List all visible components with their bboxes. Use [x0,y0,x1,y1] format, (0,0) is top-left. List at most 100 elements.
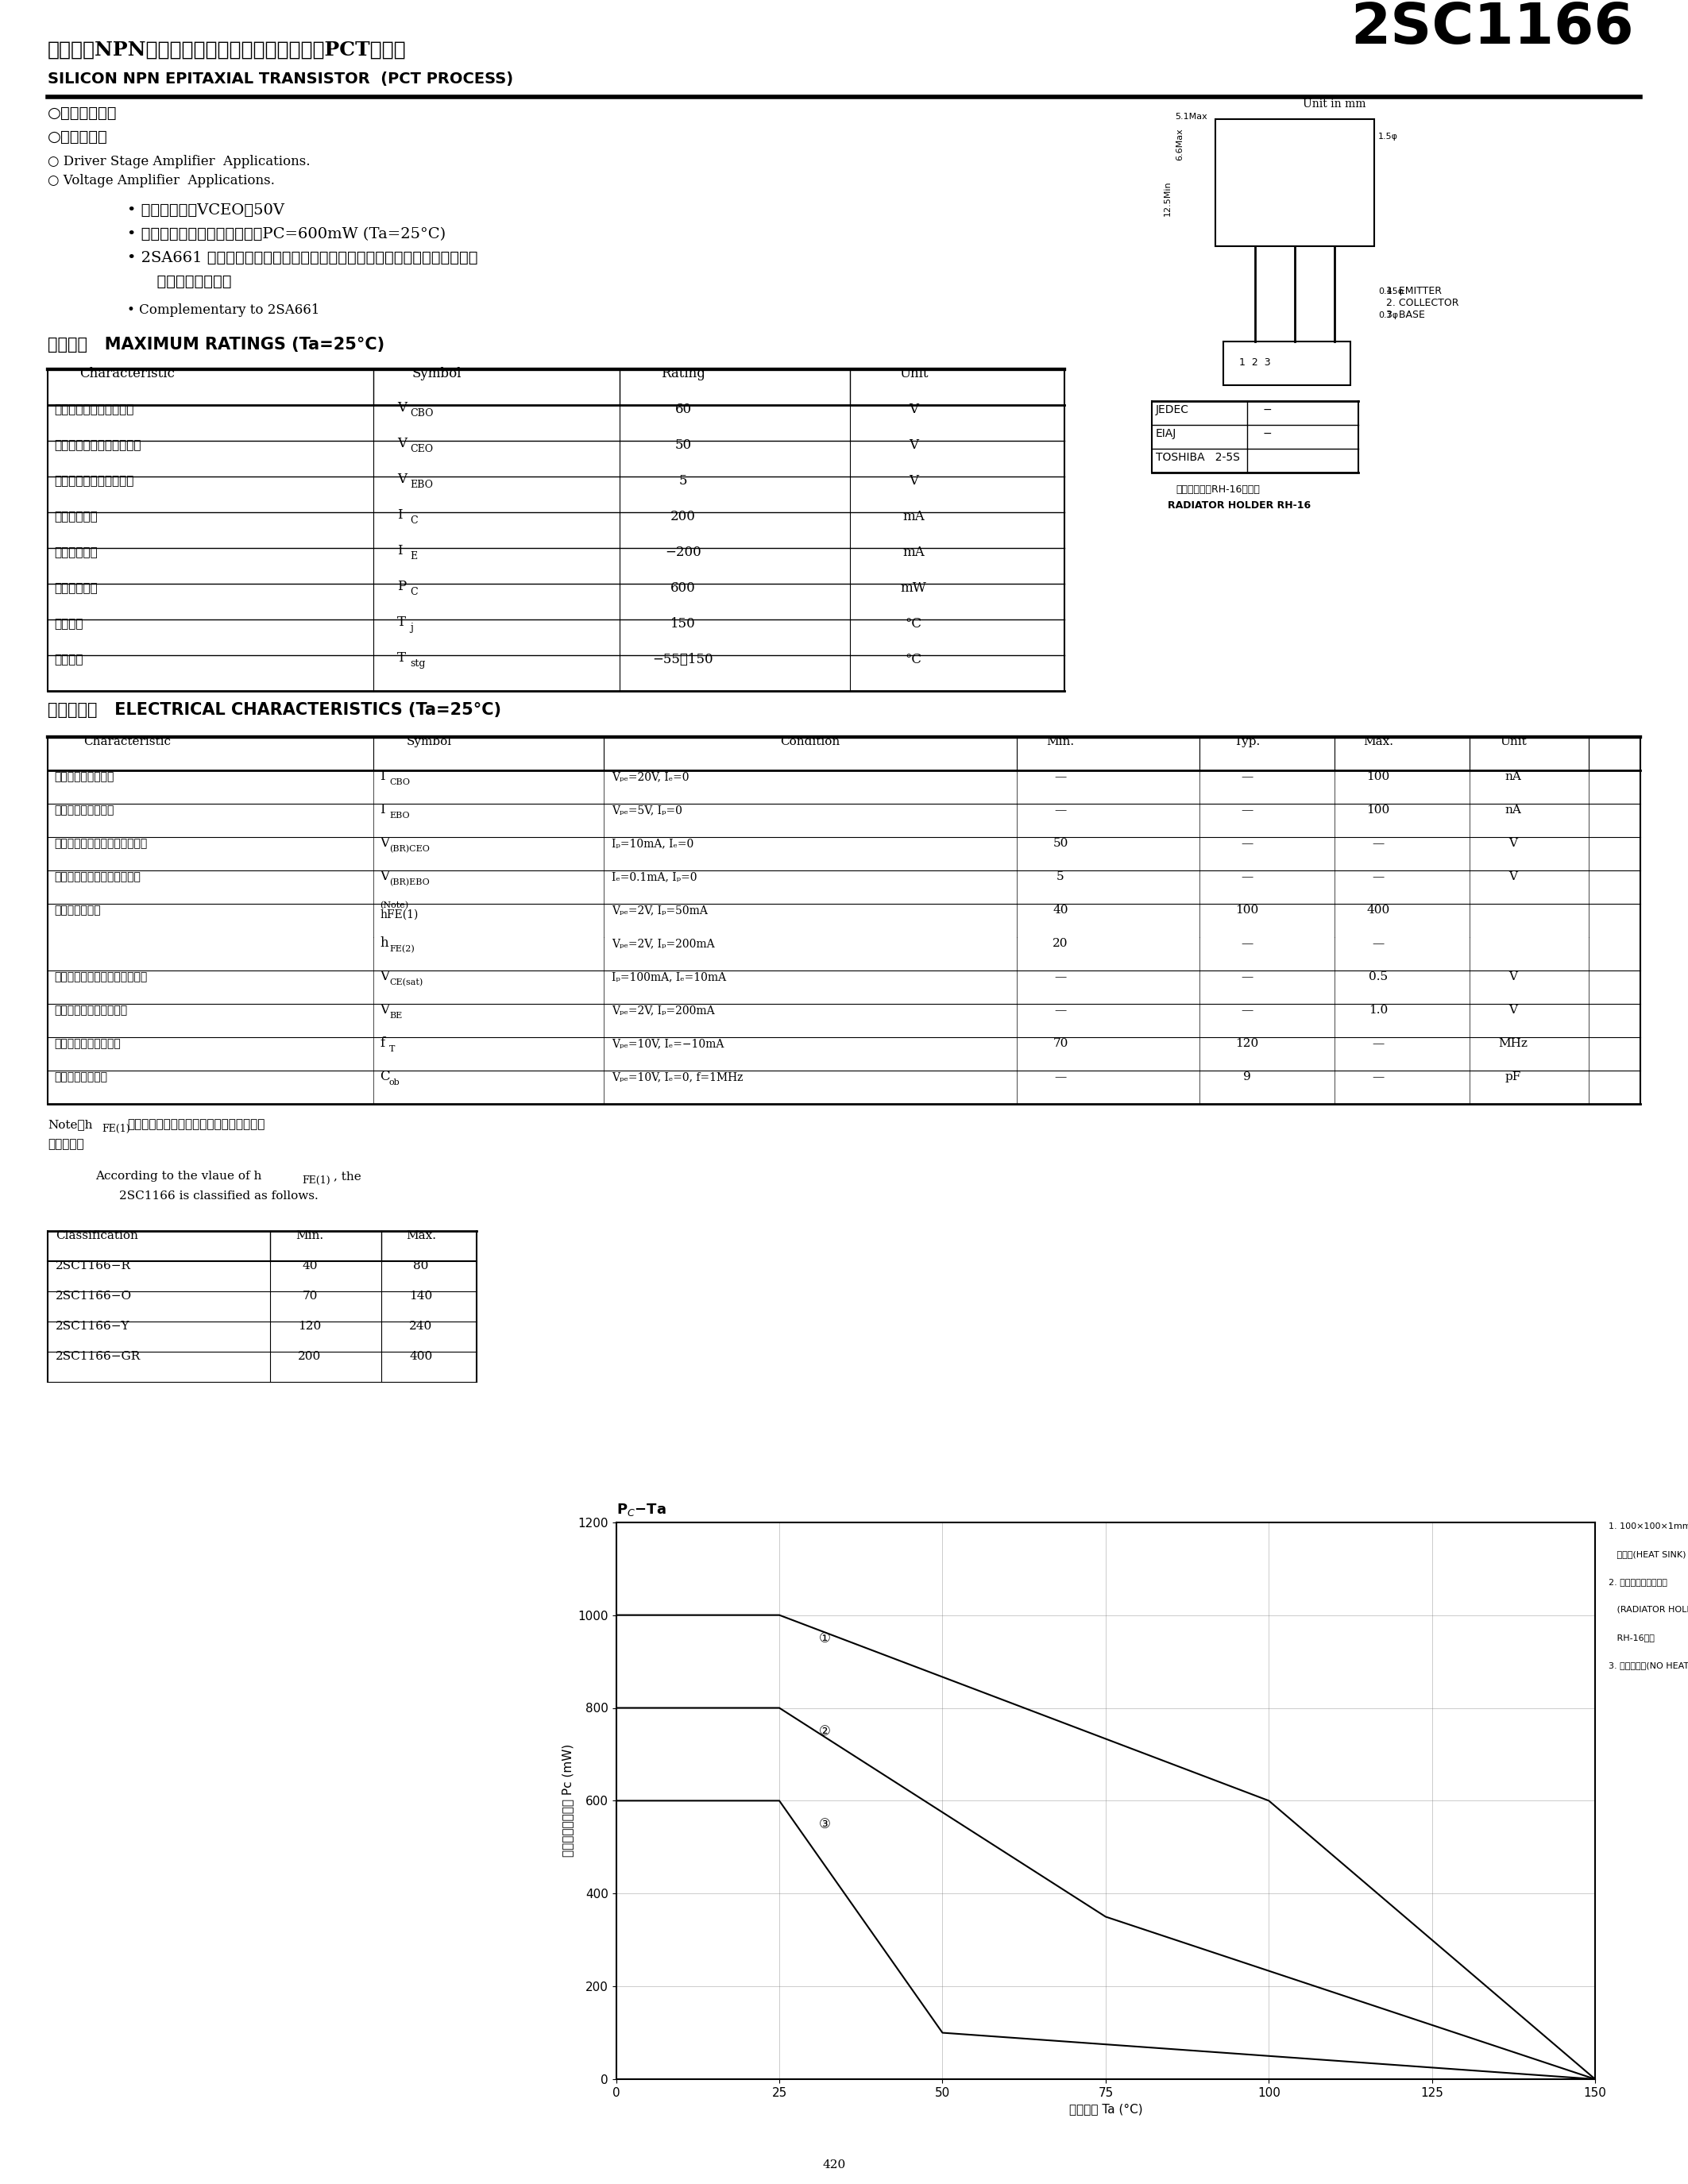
Text: V: V [380,869,390,882]
Y-axis label: 許容コレクタ損失 Pc (mW): 許容コレクタ損失 Pc (mW) [562,1745,574,1856]
Text: Vₚₑ=10V, Iₑ=0, f=1MHz: Vₚₑ=10V, Iₑ=0, f=1MHz [611,1072,743,1083]
Text: Vₚₑ=10V, Iₑ=−10mA: Vₚₑ=10V, Iₑ=−10mA [611,1037,724,1048]
Text: Vₚₑ=2V, Iₚ=200mA: Vₚₑ=2V, Iₚ=200mA [611,1005,714,1016]
Text: V: V [908,474,918,487]
Text: I: I [380,804,385,817]
Text: (RADIATOR HOLDER): (RADIATOR HOLDER) [1609,1605,1688,1614]
Text: エミッタしゃ断電流: エミッタしゃ断電流 [54,804,113,815]
Text: Vₚₑ=20V, Iₑ=0: Vₚₑ=20V, Iₑ=0 [611,771,689,782]
Text: コレクタ損失: コレクタ損失 [54,583,98,594]
Text: 2SC1166: 2SC1166 [1350,0,1634,55]
Text: CBO: CBO [410,408,434,419]
Text: —: — [1241,804,1252,815]
Text: 200: 200 [299,1352,321,1363]
Text: Max.: Max. [405,1230,436,1241]
Text: エミッタ・ベース間電圧: エミッタ・ベース間電圧 [54,476,133,487]
Text: 0.7φ: 0.7φ [1377,312,1398,319]
Text: hFE(1): hFE(1) [380,909,419,919]
Text: V: V [397,402,407,415]
Text: −200: −200 [665,546,701,559]
Text: JEDEC: JEDEC [1156,404,1188,415]
Text: • Complementary to 2SA661: • Complementary to 2SA661 [127,304,319,317]
Text: 70: 70 [302,1291,317,1302]
Text: 120: 120 [299,1321,321,1332]
Text: V: V [908,402,918,417]
Text: MHz: MHz [1499,1037,1528,1048]
Text: —: — [1372,1037,1384,1048]
Text: V: V [908,439,918,452]
Text: mA: mA [903,509,925,524]
Text: —: — [1241,1005,1252,1016]
Text: Vₚₑ=2V, Iₚ=200mA: Vₚₑ=2V, Iₚ=200mA [611,937,714,950]
Text: f: f [380,1037,385,1051]
Text: • 2SA661 とコンプリメンタリになり，コンプリメンタリ出力回路の励振用: • 2SA661 とコンプリメンタリになり，コンプリメンタリ出力回路の励振用 [127,251,478,264]
Text: (BR)CEO: (BR)CEO [390,845,430,854]
Text: 2SC1166−O: 2SC1166−O [56,1291,132,1302]
Text: 100: 100 [1367,804,1389,815]
Text: コレクタ・エミッタ間降伏電圧: コレクタ・エミッタ間降伏電圧 [54,839,147,850]
Text: —: — [1372,937,1384,950]
Text: 2SC1166−Y: 2SC1166−Y [56,1321,130,1332]
Text: 最大定格   MAXIMUM RATINGS (Ta=25°C): 最大定格 MAXIMUM RATINGS (Ta=25°C) [47,336,385,352]
Text: —: — [1241,937,1252,950]
Text: TOSHIBA   2-5S: TOSHIBA 2-5S [1156,452,1241,463]
Text: Min.: Min. [1047,736,1075,747]
Text: V: V [397,437,407,450]
Text: EBO: EBO [410,480,432,489]
Text: T: T [390,1046,395,1053]
Text: 60: 60 [675,402,692,417]
Bar [1215,120,1374,247]
Text: EBO: EBO [390,812,410,819]
Text: Iₑ=0.1mA, Iₚ=0: Iₑ=0.1mA, Iₚ=0 [611,871,697,882]
Text: 600: 600 [670,581,695,594]
Text: Typ.: Typ. [1234,736,1261,747]
Text: ob: ob [390,1079,400,1085]
Text: 2. COLLECTOR: 2. COLLECTOR [1386,297,1458,308]
Text: Unit: Unit [900,367,928,380]
Text: FE(2): FE(2) [390,946,415,952]
Text: —: — [1055,1005,1067,1016]
Text: により下表のように分類し，現品表示して: により下表のように分類し，現品表示して [127,1118,265,1129]
Text: 9: 9 [1244,1072,1251,1083]
Text: ○ Driver Stage Amplifier  Applications.: ○ Driver Stage Amplifier Applications. [47,155,311,168]
Text: 1.0: 1.0 [1369,1005,1388,1016]
Text: ○勧振段増幅用: ○勧振段増幅用 [47,105,116,120]
Text: 2SC1166 is classified as follows.: 2SC1166 is classified as follows. [120,1190,319,1201]
Text: ○ Voltage Amplifier  Applications.: ○ Voltage Amplifier Applications. [47,175,275,188]
Text: —: — [1241,771,1252,782]
Text: 1. 100×100×1mm Al.: 1. 100×100×1mm Al. [1609,1522,1688,1531]
Text: I: I [380,769,385,784]
Text: nA: nA [1506,771,1521,782]
Text: として最適です．: として最適です． [127,275,231,288]
Text: Unit: Unit [1501,736,1526,747]
Text: Condition: Condition [780,736,841,747]
Text: V: V [397,472,407,487]
Text: Symbol: Symbol [412,367,463,380]
Text: 0.5: 0.5 [1369,972,1388,983]
Text: 1. EMITTER: 1. EMITTER [1386,286,1442,297]
Text: 電気的特性   ELECTRICAL CHARACTERISTICS (Ta=25°C): 電気的特性 ELECTRICAL CHARACTERISTICS (Ta=25°… [47,701,501,719]
Text: BE: BE [390,1011,402,1020]
Text: j: j [410,622,414,633]
Text: T: T [397,651,405,664]
Text: 420: 420 [822,2160,846,2171]
Text: FE(1): FE(1) [302,1175,331,1186]
Text: Note；h: Note；h [47,1118,93,1129]
Text: 保存温度: 保存温度 [54,655,83,666]
Text: 400: 400 [1367,904,1389,915]
Text: C: C [410,515,417,526]
Text: 6.6Max: 6.6Max [1175,129,1183,159]
Text: RH-16使用: RH-16使用 [1609,1634,1654,1642]
Text: 50: 50 [675,439,692,452]
Text: T: T [397,616,405,629]
Text: 240: 240 [410,1321,432,1332]
Text: 3. BASE: 3. BASE [1386,310,1425,321]
Text: コレクタ・ベース間電圧: コレクタ・ベース間電圧 [54,404,133,415]
Text: Vₚₑ=2V, Iₚ=50mA: Vₚₑ=2V, Iₚ=50mA [611,904,707,915]
Text: • 高耐圧です；VCEO≧50V: • 高耐圧です；VCEO≧50V [127,203,284,218]
Text: −: − [1263,428,1273,439]
Text: 2SC1166−R: 2SC1166−R [56,1260,132,1271]
Text: V: V [1509,839,1518,850]
Text: 直流電流増幅率: 直流電流増幅率 [54,904,101,915]
Text: 5: 5 [1057,871,1065,882]
